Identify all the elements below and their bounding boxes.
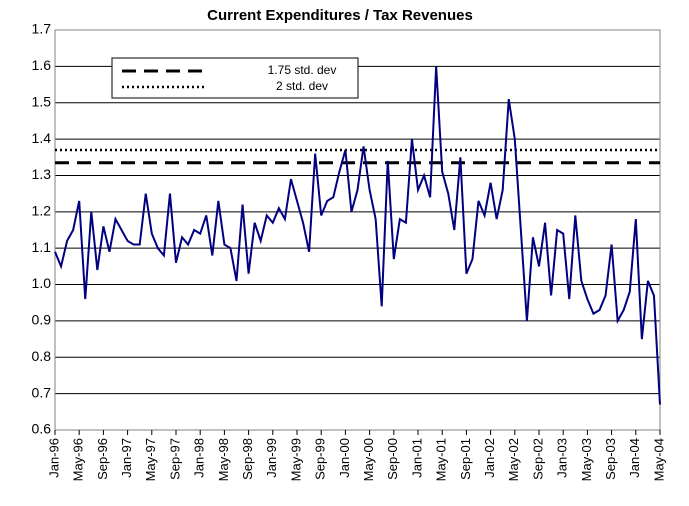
y-tick-label: 1.0 [32,275,52,291]
x-tick-label: Sep-97 [167,438,182,480]
x-tick-label: May-04 [651,438,666,481]
x-tick-label: Jan-96 [46,438,61,478]
y-tick-label: 0.6 [32,421,52,437]
y-tick-label: 1.4 [32,130,52,146]
x-tick-label: May-00 [361,438,376,481]
x-tick-label: Jan-98 [192,438,207,478]
x-tick-label: Jan-00 [337,438,352,478]
x-tick-label: May-03 [579,438,594,481]
plot-border [54,29,661,431]
y-tick-label: 1.2 [32,203,52,219]
x-tick-label: May-97 [143,438,158,481]
x-tick-label: May-02 [506,438,521,481]
chart-title: Current Expenditures / Tax Revenues [207,7,473,24]
legend-label: 1.75 std. dev [268,63,337,77]
x-tick-label: Jan-97 [119,438,134,478]
x-tick-label: Jan-02 [482,438,497,478]
data-line [54,66,661,405]
y-tick-label: 0.8 [32,348,52,364]
x-tick-label: Sep-00 [385,438,400,480]
y-tick-label: 0.9 [32,312,52,328]
y-tick-label: 1.1 [32,239,52,255]
x-tick-label: Sep-96 [95,438,110,480]
x-tick-label: Jan-04 [627,438,642,478]
y-tick-label: 1.5 [32,93,52,109]
x-tick-label: Sep-98 [240,438,255,480]
x-tick-label: Sep-01 [458,438,473,480]
y-tick-label: 1.3 [32,166,52,182]
x-tick-label: Jan-03 [555,438,570,478]
x-tick-label: May-01 [434,438,449,481]
legend-label: 2 std. dev [276,79,328,93]
x-tick-label: May-99 [288,438,303,481]
x-tick-label: May-98 [216,438,231,481]
y-tick-label: 1.7 [32,21,52,37]
x-tick-label: Sep-02 [530,438,545,480]
x-tick-label: Jan-01 [409,438,424,478]
x-tick-label: May-96 [71,438,86,481]
x-tick-label: Sep-99 [313,438,328,480]
y-tick-label: 1.6 [32,57,52,73]
x-tick-label: Sep-03 [603,438,618,480]
legend-box [111,57,359,99]
x-tick-label: Jan-99 [264,438,279,478]
y-tick-label: 0.7 [32,384,52,400]
